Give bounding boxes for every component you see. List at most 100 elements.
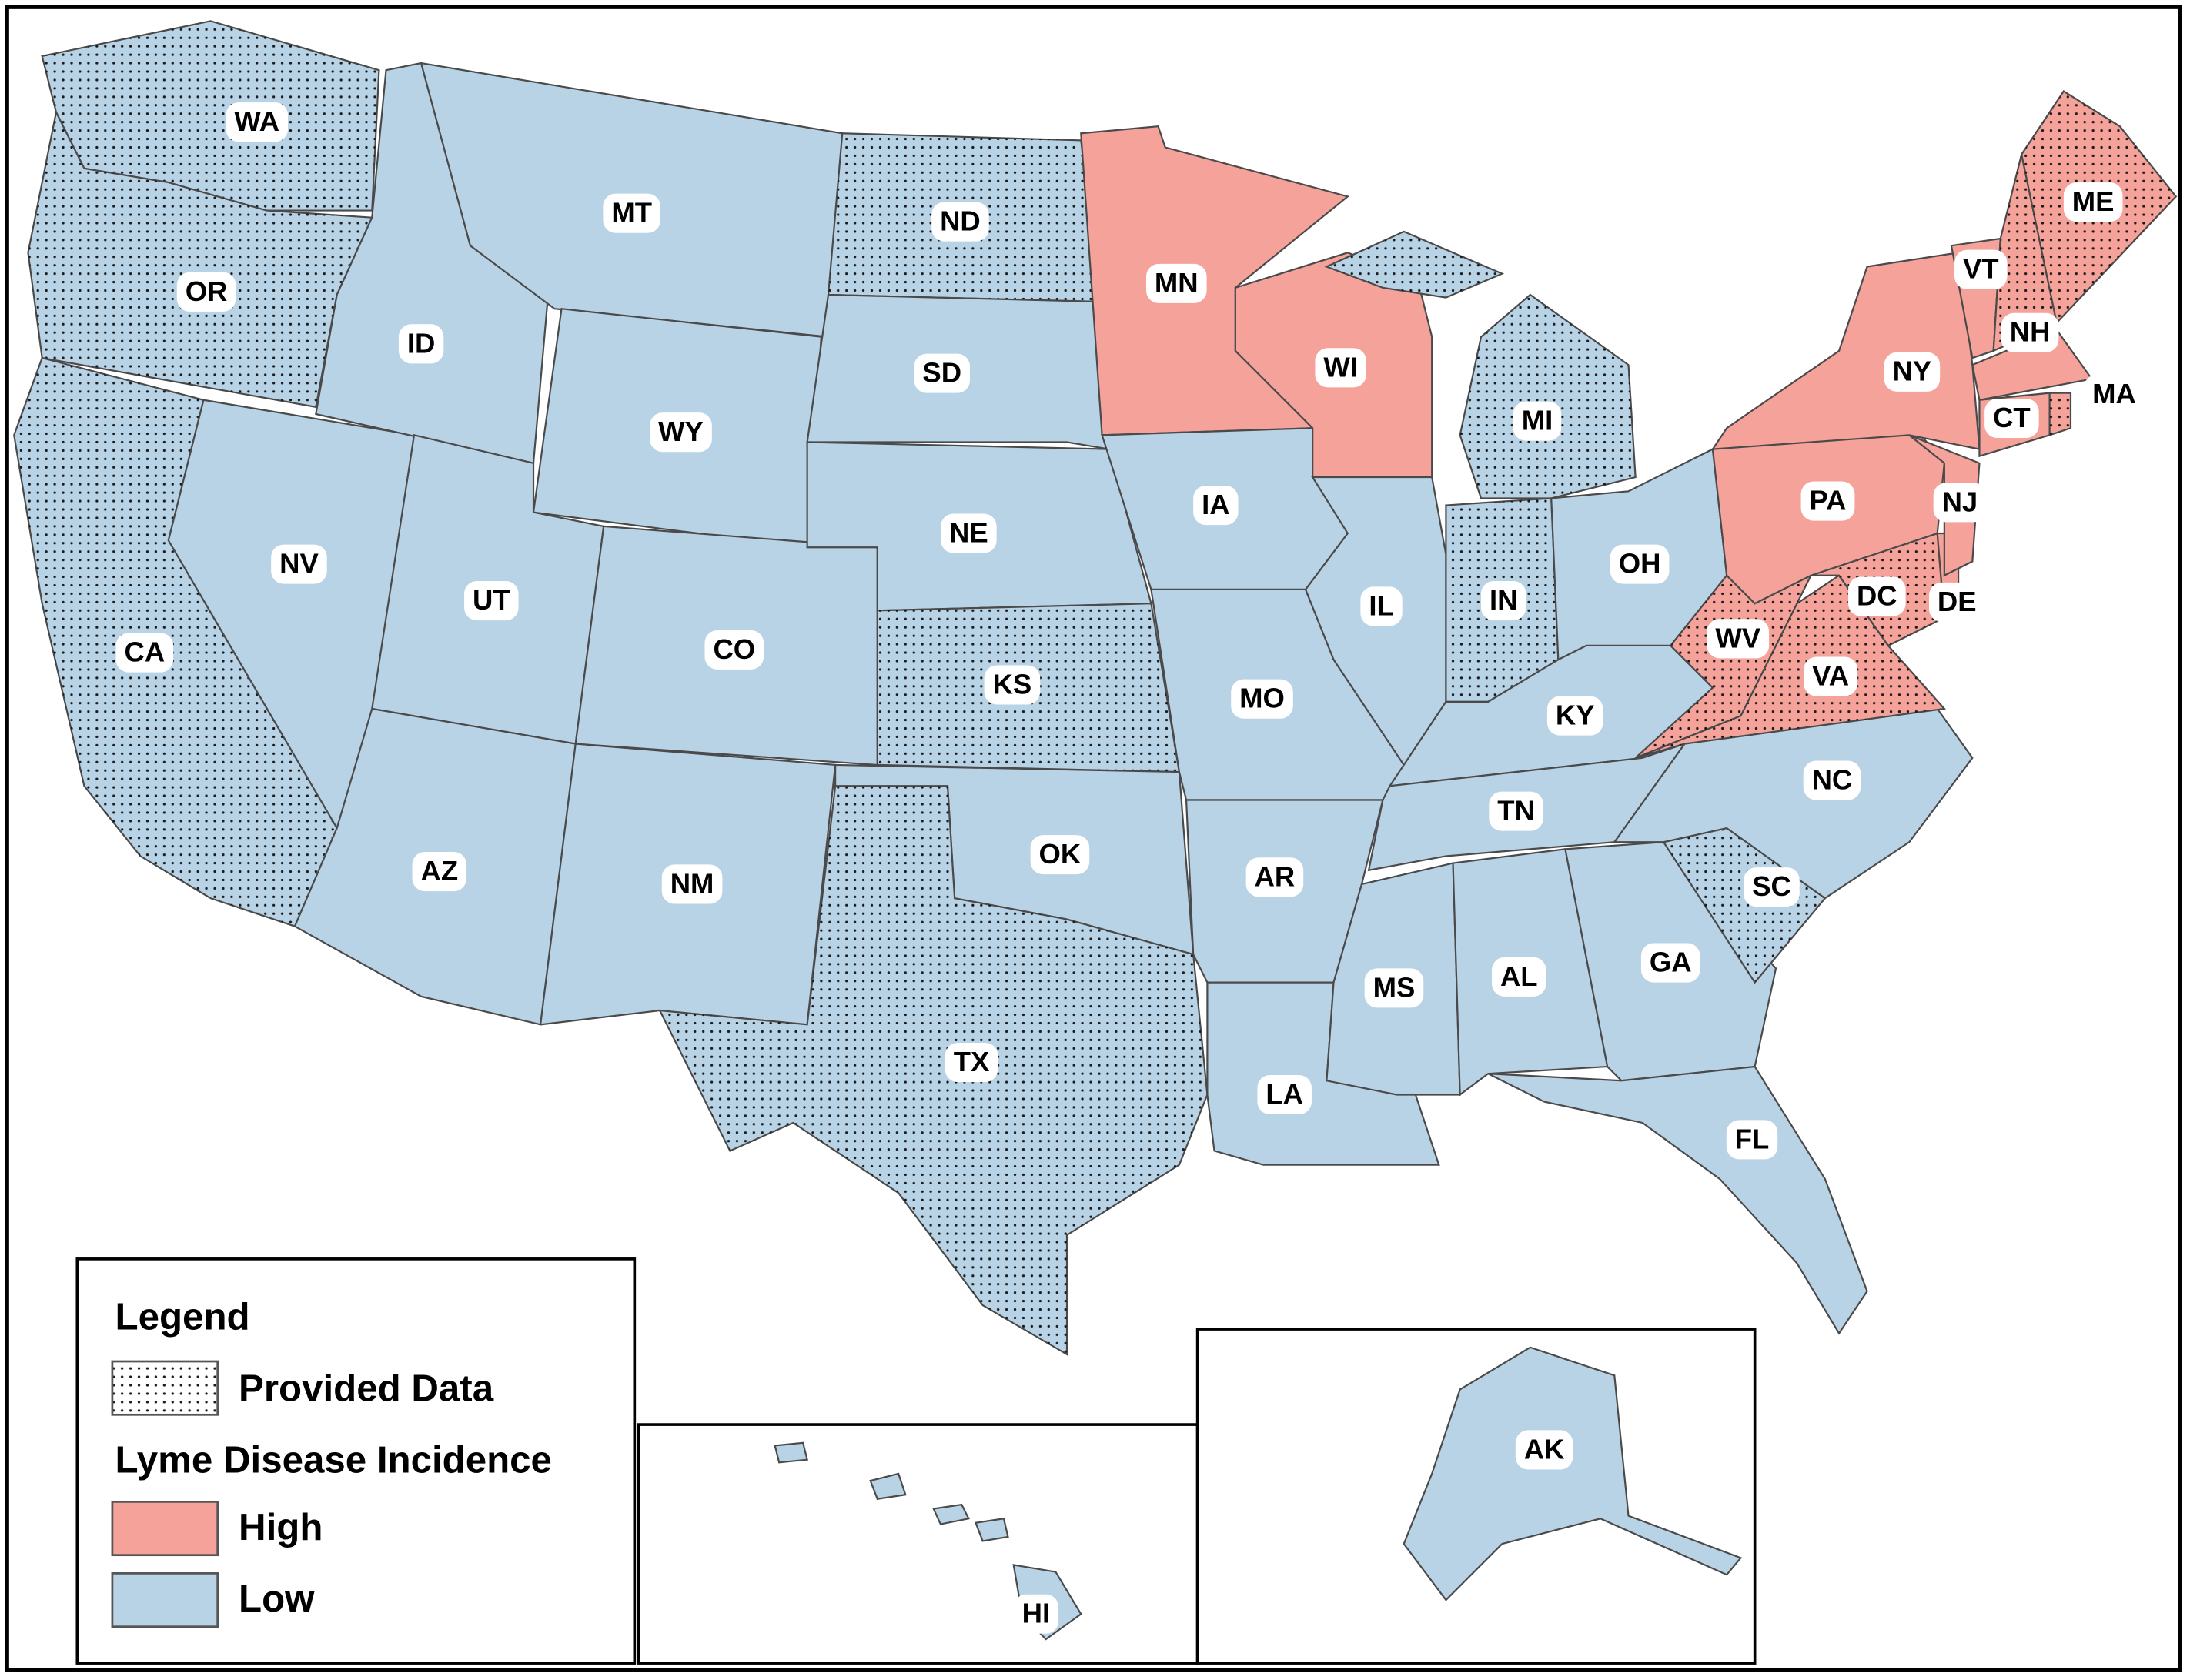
state-label: CT (1993, 402, 2031, 433)
legend-incidence-title: Lyme Disease Incidence (115, 1438, 552, 1481)
alaska-inset (1195, 1328, 1757, 1665)
state-label-box (1800, 481, 1855, 521)
state-label-box (1954, 249, 2008, 289)
state-label-box (1481, 581, 1526, 621)
legend-pattern-label: Provided Data (239, 1367, 494, 1409)
state-label: MT (611, 197, 652, 229)
state-label-box (1803, 760, 1861, 800)
state-label: IL (1369, 590, 1393, 621)
state-label-box (1245, 857, 1304, 897)
state-label: WV (1715, 622, 1760, 653)
state-label: NJ (1942, 486, 1978, 517)
state-label: WI (1323, 351, 1358, 382)
state-label-box (661, 864, 723, 904)
state-label: VA (1812, 660, 1849, 692)
legend-swatch (111, 1572, 219, 1628)
state-label-box (931, 202, 989, 242)
state-pattern (1993, 154, 2057, 351)
state-label: DE (1938, 586, 1977, 617)
state-label: NE (949, 516, 988, 548)
labels-layer: WA OR CA NV ID MT WY UT CO AZ NM ND SD NE KS OK TX MN IA MO… (115, 102, 2145, 1634)
state-label-box (1360, 586, 1403, 626)
state-label: CA (124, 636, 165, 667)
state-label: KY (1556, 700, 1595, 731)
state-label-box (2001, 312, 2059, 352)
state-label-box (1315, 348, 1366, 388)
state-label-box (1030, 835, 1090, 875)
state-label: FL (1735, 1123, 1770, 1154)
state-label-box (1231, 679, 1293, 719)
state-pattern (1635, 575, 1944, 758)
state-label: IA (1202, 489, 1229, 520)
state-label-box (1364, 968, 1424, 1008)
state-label: MS (1373, 971, 1416, 1003)
state-pattern (28, 112, 373, 407)
legend-label: Low (239, 1578, 315, 1620)
state-label: TX (954, 1046, 990, 1077)
state-label-box (1744, 867, 1800, 907)
state-label: HI (1022, 1598, 1050, 1629)
state-label-box (115, 633, 174, 673)
state-label: KS (993, 668, 1032, 700)
state-label: AR (1255, 860, 1296, 892)
state-label-box (271, 544, 327, 584)
state-label-box (945, 1043, 998, 1083)
state-label: OR (186, 276, 228, 307)
state-label: MI (1522, 405, 1553, 436)
state-label-box (1933, 483, 1987, 523)
state-label: OK (1039, 838, 1082, 870)
state-label-box (914, 353, 970, 393)
state-label-box (1513, 401, 1562, 441)
state-label: UT (473, 584, 510, 616)
legend-title: Legend (115, 1295, 250, 1338)
state-label: WY (658, 416, 704, 447)
state-pattern (1663, 827, 1825, 983)
state-label-box (603, 193, 660, 233)
state-label-box (2063, 182, 2123, 222)
state-label-box (1848, 576, 1906, 616)
state-label: NH (2010, 316, 2051, 348)
state-label-box (1145, 263, 1207, 303)
state-label: NY (1893, 356, 1932, 387)
state-pattern (660, 786, 1208, 1354)
state-label: ME (2072, 185, 2115, 217)
state-label-box (1726, 1120, 1778, 1160)
state-label-box (1984, 398, 2039, 439)
state-label-box (1610, 544, 1670, 584)
legend-pattern-swatch (111, 1360, 219, 1416)
state-pattern (14, 358, 337, 927)
state-label: MO (1239, 683, 1285, 714)
state-pattern (1635, 575, 1811, 758)
state-label: GA (1650, 947, 1692, 978)
state-label: NM (670, 867, 714, 899)
state-label-box (1193, 486, 1239, 526)
state-label: ND (940, 205, 981, 237)
state-label-box (1489, 791, 1543, 831)
state-label-box (176, 272, 236, 312)
state-label-box (1492, 957, 1546, 997)
state-label: NV (279, 548, 319, 579)
state-label-box (984, 665, 1041, 705)
state-pattern (42, 21, 379, 211)
state-label-box (2084, 374, 2145, 415)
state-label-box (226, 102, 289, 142)
state-label: SC (1752, 870, 1791, 902)
state-label-box (1515, 1430, 1573, 1470)
state-label: AL (1500, 960, 1538, 992)
state-label-box (1013, 1594, 1059, 1634)
state-label: WA (234, 105, 279, 137)
legend-label: High (239, 1506, 323, 1548)
state-label: AZ (421, 855, 459, 887)
state-label-box (1257, 1074, 1312, 1115)
state-label: NC (1812, 763, 1853, 795)
state (1403, 1346, 1743, 1602)
state-label: ID (407, 327, 435, 359)
state-label-box (398, 324, 444, 364)
state-label: SD (922, 357, 961, 389)
state-label-box (412, 852, 467, 892)
state-label-box (941, 513, 997, 553)
state-label-box (704, 630, 764, 670)
state-label: MN (1155, 267, 1199, 299)
